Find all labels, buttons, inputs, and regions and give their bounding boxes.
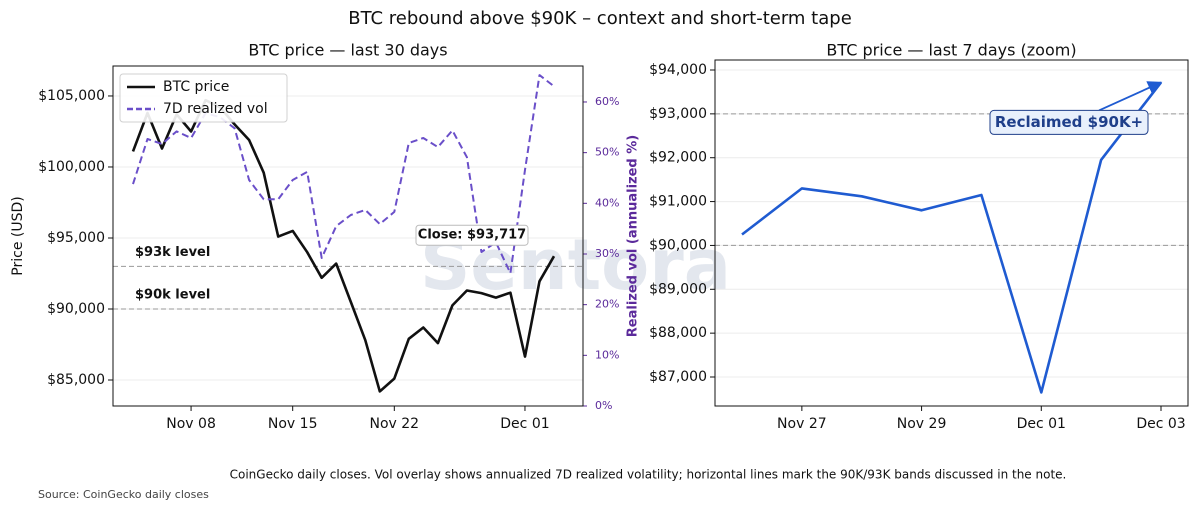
x-tick-label: Nov 22 <box>370 416 420 432</box>
y-tick-label: $90,000 <box>649 237 707 253</box>
subplot-title: BTC price — last 7 days (zoom) <box>826 41 1076 60</box>
y-tick-label: $94,000 <box>649 62 707 78</box>
x-tick-label: Dec 03 <box>1136 416 1185 432</box>
legend-label: 7D realized vol <box>163 101 268 117</box>
reference-label: $90k level <box>135 287 210 302</box>
y-tick-label: $92,000 <box>649 150 707 166</box>
y-tick-label: $88,000 <box>649 325 707 341</box>
y2-tick-label: 30% <box>595 247 619 260</box>
annotation-box <box>989 109 1149 135</box>
legend-box <box>119 73 288 123</box>
y-tick-label: $85,000 <box>47 372 105 388</box>
source: Source: CoinGecko daily closes <box>38 488 209 501</box>
y-tick-label: $91,000 <box>649 194 707 210</box>
plot-frame <box>714 59 1189 407</box>
reference-label: $93k level <box>135 245 210 260</box>
x-tick-label: Nov 15 <box>268 416 318 432</box>
y-axis-label: Price (USD) <box>10 196 26 275</box>
annotation-arrow <box>1098 81 1163 112</box>
y-tick-label: $100,000 <box>38 159 105 175</box>
x-tick-label: Nov 08 <box>166 416 216 432</box>
annotation: Reclaimed $90K+ <box>995 113 1143 131</box>
x-tick-label: Nov 27 <box>777 416 827 432</box>
y-tick-label: $93,000 <box>649 106 707 122</box>
series-line <box>741 81 1163 394</box>
annotation-box <box>415 224 529 246</box>
y-tick-label: $87,000 <box>649 369 707 385</box>
x-tick-label: Dec 01 <box>500 416 549 432</box>
y2-tick-label: 0% <box>595 399 612 412</box>
caption: CoinGecko daily closes. Vol overlay show… <box>230 468 1067 482</box>
reference-label-box <box>131 244 213 261</box>
y2-tick-label: 50% <box>595 146 619 159</box>
plot-frame <box>112 65 584 407</box>
y2-tick-label: 60% <box>595 95 619 108</box>
y-tick-label: $90,000 <box>47 301 105 317</box>
legend-label: BTC price <box>163 79 229 95</box>
subplot-title: BTC price — last 30 days <box>248 41 447 60</box>
reference-label-box <box>131 286 213 303</box>
y2-tick-label: 10% <box>595 348 619 361</box>
x-tick-label: Nov 29 <box>897 416 947 432</box>
y-tick-label: $105,000 <box>38 88 105 104</box>
y2-tick-label: 20% <box>595 298 619 311</box>
annotation: Close: $93,717 <box>418 228 526 243</box>
x-tick-label: Dec 01 <box>1017 416 1066 432</box>
y-tick-label: $95,000 <box>47 230 105 246</box>
y2-axis-label: Realized vol (annualized %) <box>626 135 641 337</box>
y-tick-label: $89,000 <box>649 281 707 297</box>
y2-tick-label: 40% <box>595 196 619 209</box>
figure-title: BTC rebound above $90K – context and sho… <box>348 8 852 29</box>
